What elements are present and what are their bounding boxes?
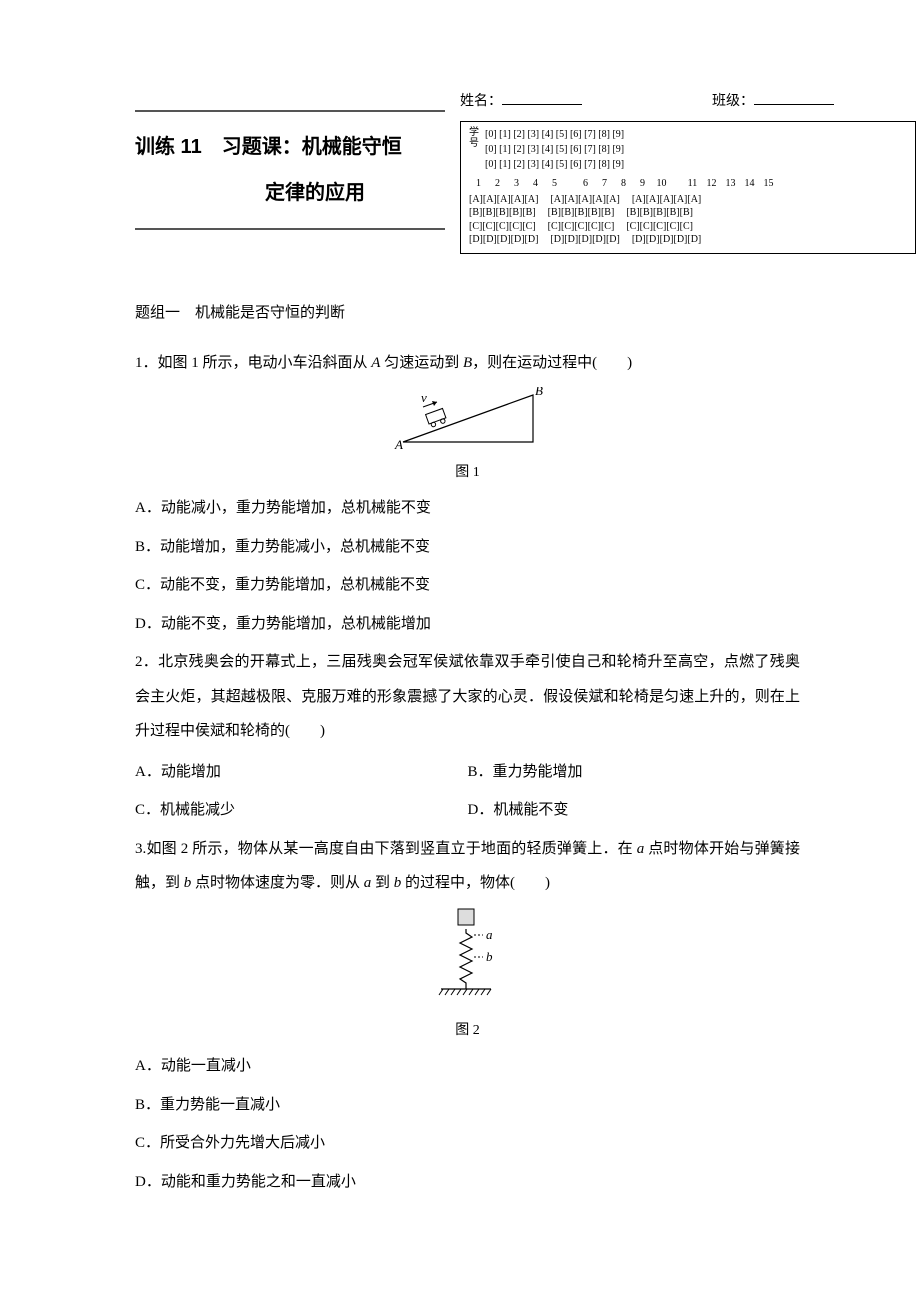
question-numbers: 123456789101112131415 [469, 176, 907, 191]
opt-row-a: [A][A][A][A][A][A][A][A][A][A][A][A][A][… [469, 193, 907, 207]
answer-card: 学号 [0] [1] [2] [3] [4] [5] [6] [7] [8] [… [460, 121, 916, 254]
option-bubbles: [A][A][A][A][A][A][A][A][A][A][A][A][A][… [469, 193, 907, 247]
fig1-svg: v A B [393, 387, 543, 449]
title-text: 训练 11 习题课：机械能守恒 定律的应用 [135, 118, 445, 222]
opt-row-b: [B][B][B][B][B][B][B][B][B][B][B][B][B][… [469, 206, 907, 220]
q3-figure: a b 图 2 [135, 907, 800, 1042]
top-section: 训练 11 习题课：机械能守恒 定律的应用 姓名： 班级： 学号 [0] [1]… [135, 90, 800, 254]
svg-text:B: B [535, 387, 543, 398]
q2-stem: 2．北京残奥会的开幕式上，三届残奥会冠军侯斌依靠双手牵引使自己和轮椅升至高空，点… [135, 645, 800, 749]
name-field: 姓名： [460, 90, 582, 113]
name-label: 姓名： [460, 94, 502, 109]
digit-rows: [0] [1] [2] [3] [4] [5] [6] [7] [8] [9] … [485, 127, 624, 172]
q3-stem: 3.如图 2 所示，物体从某一高度自由下落到竖直立于地面的轻质弹簧上．在 a 点… [135, 832, 800, 901]
svg-text:b: b [486, 949, 493, 964]
q1-opt-d: D．动能不变，重力势能增加，总机械能增加 [135, 607, 800, 642]
opt-row-d: [D][D][D][D][D][D][D][D][D][D][D][D][D][… [469, 233, 907, 247]
svg-text:v: v [421, 390, 427, 405]
digit-row-1: [0] [1] [2] [3] [4] [5] [6] [7] [8] [9] [485, 127, 624, 142]
q3-opt-d: D．动能和重力势能之和一直减小 [135, 1165, 800, 1200]
q3-opt-b: B．重力势能一直减小 [135, 1088, 800, 1123]
q2-opt-d: D．机械能不变 [468, 793, 801, 828]
q3-opt-c: C．所受合外力先增大后减小 [135, 1126, 800, 1161]
class-blank [754, 91, 834, 105]
q1-opt-c: C．动能不变，重力势能增加，总机械能不变 [135, 568, 800, 603]
name-blank [502, 91, 582, 105]
q1-opt-a: A．动能减小，重力势能增加，总机械能不变 [135, 491, 800, 526]
digit-row-3: [0] [1] [2] [3] [4] [5] [6] [7] [8] [9] [485, 157, 624, 172]
header-row: 姓名： 班级： [460, 90, 916, 113]
fig1-caption: 图 1 [135, 462, 800, 483]
section1-label: 题组一 机械能是否守恒的判断 [135, 302, 800, 325]
q1-figure: v A B 图 1 [135, 387, 800, 484]
title-line2: 定律的应用 [135, 178, 445, 208]
xuehao-label: 学号 [469, 127, 479, 149]
svg-text:a: a [486, 927, 493, 942]
title-divider-top [135, 110, 445, 112]
fig2-svg: a b [423, 907, 513, 1007]
q2-opt-c: C．机械能减少 [135, 793, 468, 828]
class-field: 班级： [712, 90, 834, 113]
q2-opts-row2: C．机械能减少 D．机械能不变 [135, 793, 800, 832]
fig2-caption: 图 2 [135, 1020, 800, 1041]
q1-opt-b: B．动能增加，重力势能减小，总机械能不变 [135, 530, 800, 565]
title-block: 训练 11 习题课：机械能守恒 定律的应用 [135, 90, 445, 230]
title-line1: 训练 11 习题课：机械能守恒 [135, 132, 445, 162]
svg-text:A: A [394, 437, 403, 449]
q2-opt-b: B．重力势能增加 [468, 755, 801, 790]
digit-row-2: [0] [1] [2] [3] [4] [5] [6] [7] [8] [9] [485, 142, 624, 157]
title-divider-bottom [135, 228, 445, 230]
card-id-section: 学号 [0] [1] [2] [3] [4] [5] [6] [7] [8] [… [469, 127, 907, 172]
opt-row-c: [C][C][C][C][C][C][C][C][C][C][C][C][C][… [469, 220, 907, 234]
class-label: 班级： [712, 94, 754, 109]
q3-opt-a: A．动能一直减小 [135, 1049, 800, 1084]
right-column: 姓名： 班级： 学号 [0] [1] [2] [3] [4] [5] [6] [… [460, 90, 916, 254]
q2-opt-a: A．动能增加 [135, 755, 468, 790]
q2-opts-row1: A．动能增加 B．重力势能增加 [135, 755, 800, 794]
q1-stem: 1．如图 1 所示，电动小车沿斜面从 A 匀速运动到 B，则在运动过程中( ) [135, 346, 800, 381]
